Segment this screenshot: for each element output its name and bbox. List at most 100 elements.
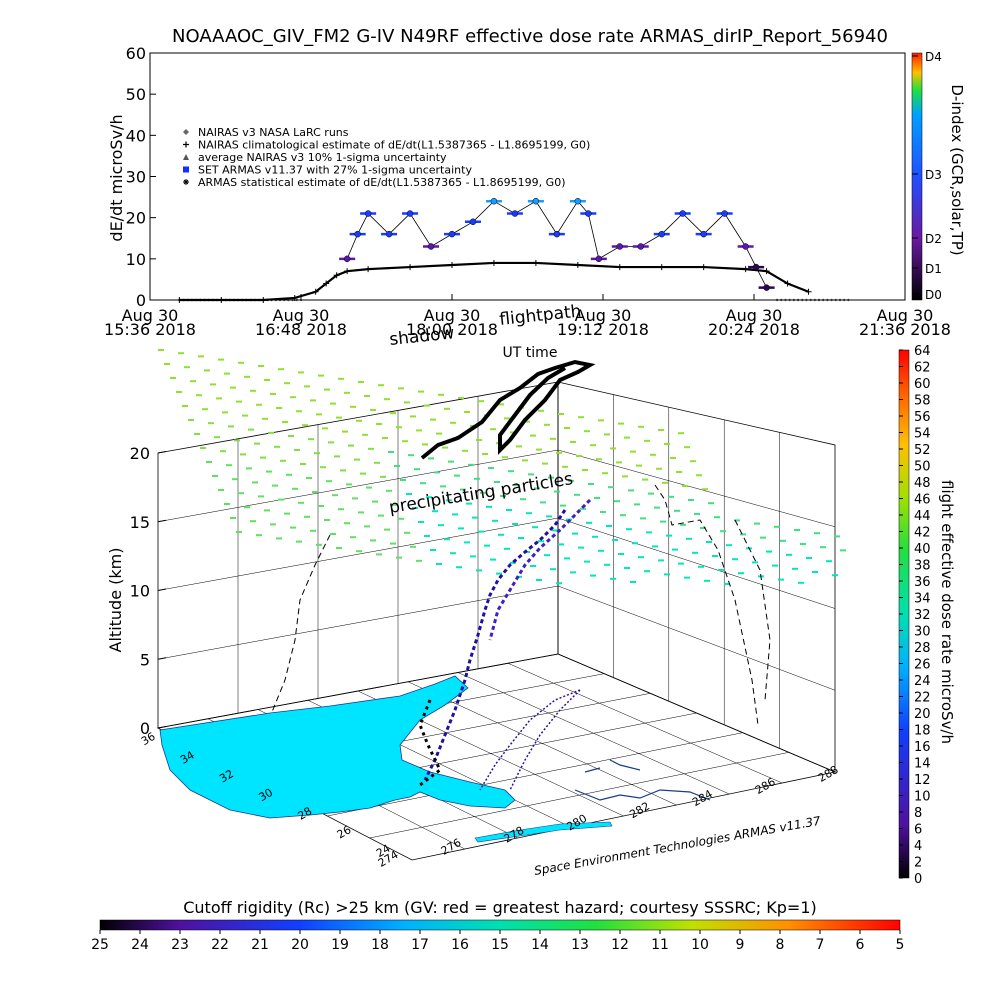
legend-symbol-asterisk <box>183 179 189 185</box>
cutoff-rigidity-bar: Cutoff rigidity (Rc) >25 km (GV: red = g… <box>91 898 904 953</box>
chart-title: NOAAAOC_GIV_FM2 G-IV N49RF effective dos… <box>172 26 888 47</box>
dose-tick-label: 54 <box>914 427 931 442</box>
cutoff-rigidity-gradient <box>99 919 901 931</box>
nairas-estimate-line <box>179 261 809 302</box>
cutoff-tick-label: 7 <box>816 937 825 953</box>
baseline-point <box>842 298 846 302</box>
dose-tick-label: 44 <box>914 509 931 524</box>
d-index-ticks: D0 D1 D2 D3 D4 <box>912 50 942 302</box>
shadow-curve-left <box>271 534 331 713</box>
baseline-point <box>291 298 294 302</box>
nairas-estimate-point <box>742 266 749 273</box>
longitude-tick-label: 280 <box>564 812 589 834</box>
baseline-point <box>299 298 303 302</box>
cutoff-tick-label: 20 <box>291 937 309 953</box>
flight-path-descent <box>423 509 567 781</box>
armas-point <box>448 230 456 238</box>
dose-tick-label: 30 <box>914 625 931 640</box>
cutoff-tick-label: 25 <box>91 937 109 953</box>
d-index-label: D-index (GCR,solar,TP) <box>948 84 966 255</box>
precipitating-particles <box>158 349 846 585</box>
y-axis-label: dE/dt microSv/h <box>107 114 126 241</box>
armas-point <box>532 197 540 205</box>
dose-tick-label: 14 <box>914 757 931 772</box>
y-tick-label: 50 <box>126 85 146 104</box>
altitude-tick-label: 0 <box>140 719 150 738</box>
cutoff-tick-label: 14 <box>531 937 549 953</box>
nairas-estimate-point <box>763 268 770 275</box>
y-tick-label: 40 <box>126 126 146 145</box>
cutoff-tick-label: 13 <box>571 937 589 953</box>
baseline-point <box>801 298 804 302</box>
altitude-tick <box>157 451 167 454</box>
armas-point <box>742 243 749 250</box>
nairas-estimate-point <box>260 297 267 303</box>
d-index-tick-label: D1 <box>925 262 942 276</box>
armas-point <box>658 230 665 238</box>
altitude-3d-plot: 0 5 10 15 20 Altitude (km) 36 34 32 30 28 26 24 27… <box>106 301 846 878</box>
cutoff-tick-label: 17 <box>411 937 429 953</box>
dose-tick-label: 32 <box>914 608 931 623</box>
cutoff-rigidity-label: Cutoff rigidity (Rc) >25 km (GV: red = g… <box>183 898 817 917</box>
dose-tick-label: 10 <box>914 790 931 805</box>
armas-point <box>406 210 414 217</box>
cutoff-tick-label: 11 <box>651 937 669 953</box>
d-index-gradient <box>911 52 923 301</box>
flight-path-high <box>420 359 596 460</box>
x-tick-time: 18:00 2018 <box>406 320 498 339</box>
cutoff-tick-label: 19 <box>331 937 349 953</box>
nairas-estimate-point <box>532 259 539 266</box>
back-wall-left <box>157 381 559 729</box>
baseline-point <box>788 298 791 302</box>
dose-tick-label: 52 <box>914 443 931 458</box>
dose-tick-label: 16 <box>914 740 931 755</box>
nairas-estimate-point <box>574 262 581 269</box>
nairas-estimate-point <box>333 272 340 279</box>
dose-tick-label: 22 <box>914 691 931 706</box>
y-tick-label: 0 <box>136 291 146 310</box>
flight-path-shadow <box>418 699 442 787</box>
armas-point <box>354 230 361 238</box>
armas-point <box>616 243 624 250</box>
altitude-grid-line <box>157 449 836 527</box>
floor-grid-line <box>407 681 677 806</box>
dose-tick-label: 6 <box>914 823 922 838</box>
dose-tick-label: 60 <box>914 377 931 392</box>
annotation-precipitating-particles: precipitating particles <box>388 469 575 518</box>
nairas-estimate-point <box>490 259 497 266</box>
cutoff-rigidity-ticks: 25 24 23 22 21 20 19 18 17 16 15 14 13 12 11 10 9 8 7 6 5 <box>91 930 904 953</box>
cutoff-tick-label: 24 <box>131 937 149 953</box>
altitude-tick <box>157 588 167 591</box>
armas-point <box>574 197 582 205</box>
cutoff-tick-label: 18 <box>371 937 389 953</box>
dose-colorbar: 0246810121416182022242628303234363840424… <box>898 344 956 887</box>
altitude-grid-line <box>157 585 836 691</box>
legend-text: NAIRAS climatological estimate of dE/dt(… <box>198 139 590 152</box>
nairas-estimate-point <box>700 264 707 271</box>
d-index-colorbar: D0 D1 D2 D3 D4 D-index (GCR,solar,TP) <box>911 50 966 302</box>
latitude-tick-label: 36 <box>139 730 158 748</box>
dose-tick-label: 40 <box>914 542 931 557</box>
armas-point <box>343 255 351 263</box>
dose-tick-label: 20 <box>914 707 931 722</box>
dose-tick-label: 58 <box>914 394 931 409</box>
floor <box>156 653 837 861</box>
cutoff-tick-label: 9 <box>736 937 745 953</box>
shadow-curve-inner <box>734 519 771 701</box>
longitude-tick-label: 284 <box>690 787 715 809</box>
x-tick-time: 16:48 2018 <box>255 320 347 339</box>
nairas-estimate-point <box>344 268 351 275</box>
legend-symbol-plus <box>183 141 189 148</box>
baseline-point <box>826 298 829 302</box>
nairas-estimate-point <box>407 264 414 271</box>
dose-tick-label: 38 <box>914 559 931 574</box>
armas-point <box>700 230 707 238</box>
shadow-curve-right <box>654 484 759 726</box>
baseline-point <box>796 298 800 302</box>
y-tick-label: 20 <box>126 209 146 228</box>
longitude-tick-label: 276 <box>439 836 464 858</box>
x-tick-date: Aug 30 <box>273 306 330 325</box>
latitude-tick-label: 26 <box>335 823 354 841</box>
